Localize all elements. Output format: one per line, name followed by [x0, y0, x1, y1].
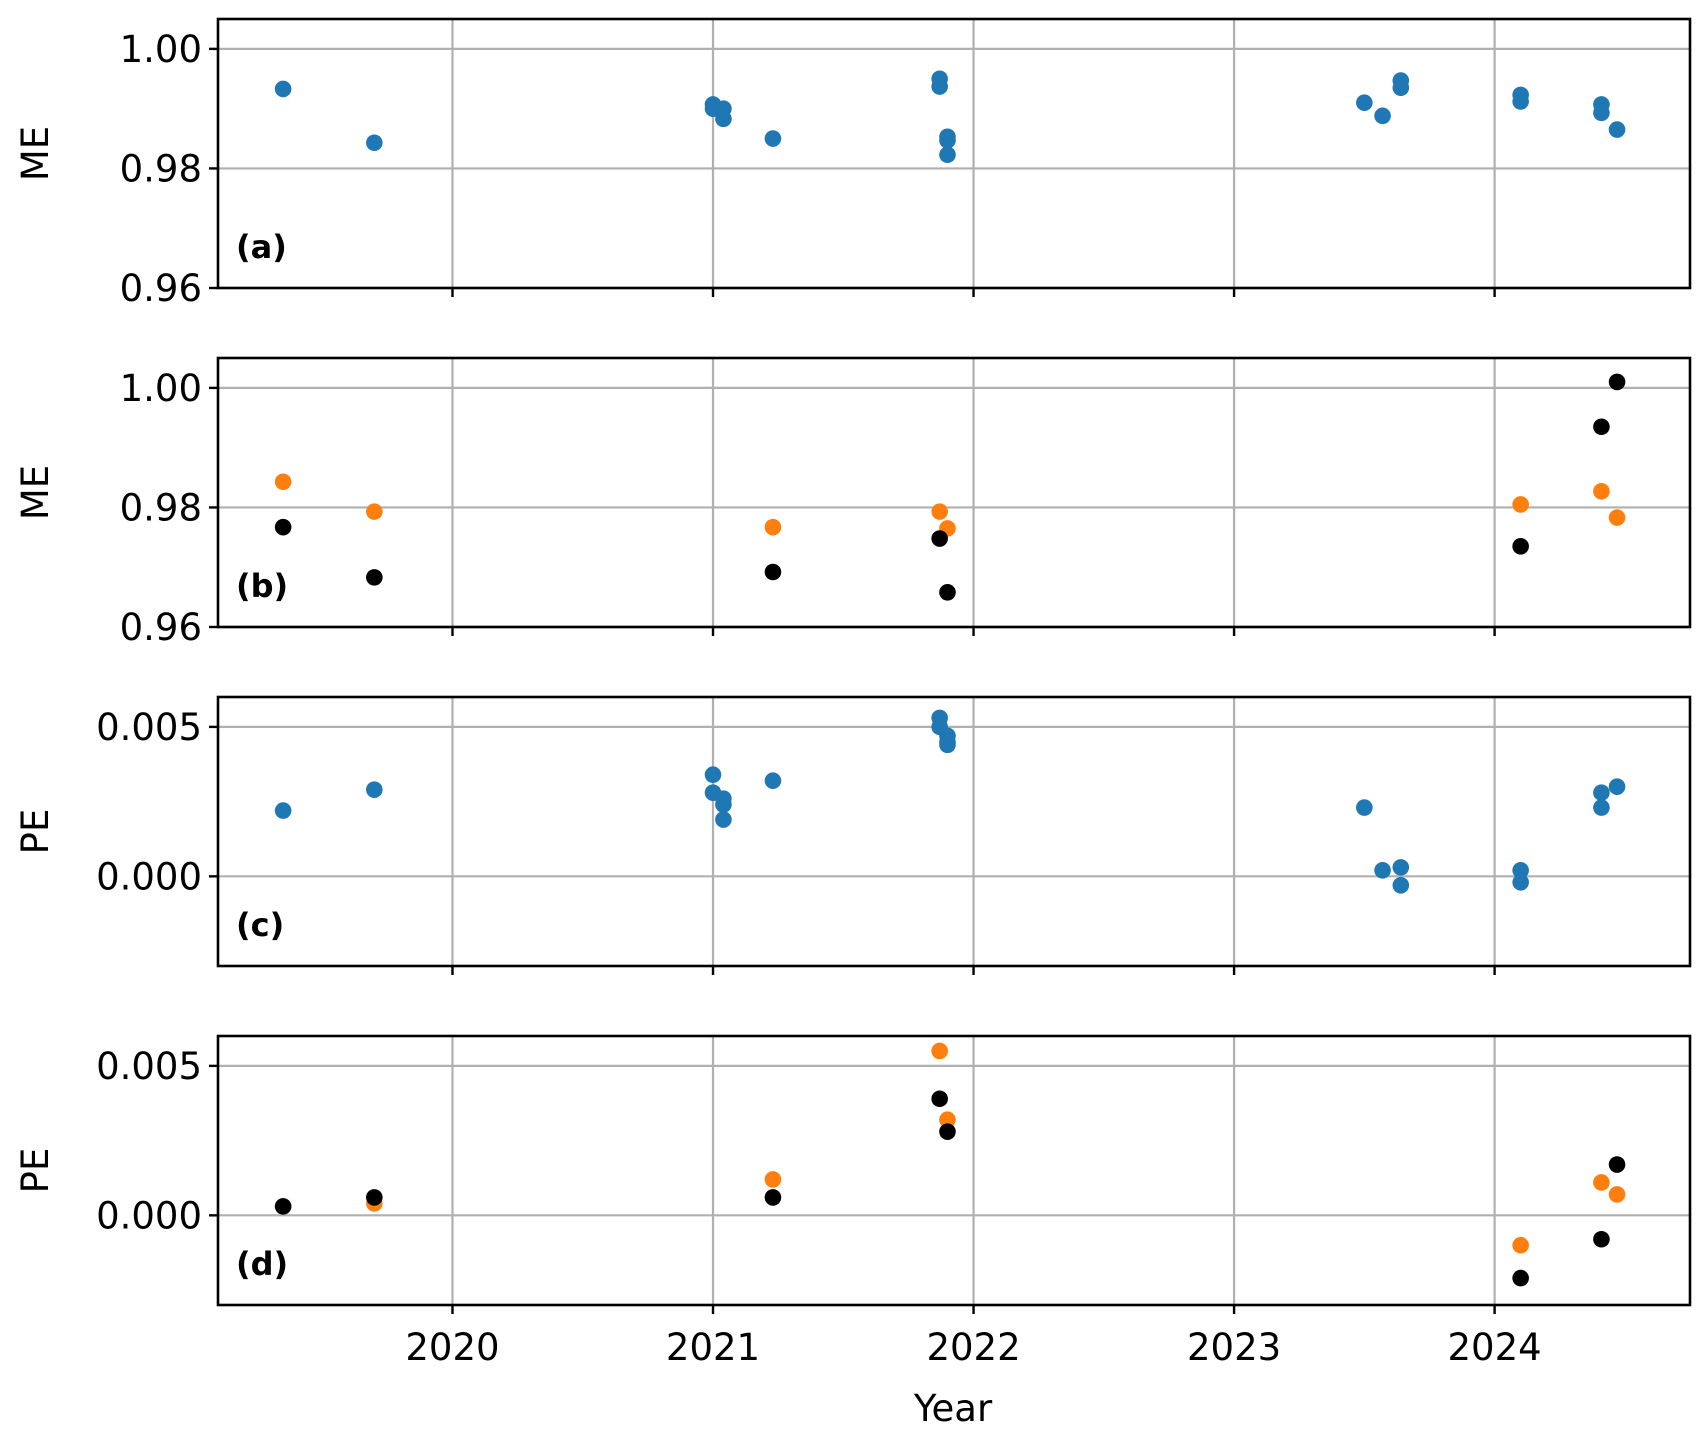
panel-3-blue-point	[764, 772, 782, 789]
panel-2-orange-point	[274, 473, 292, 491]
panel-4-orange-point	[931, 1042, 948, 1060]
panel-2-y-tick-label: 0.98	[120, 486, 202, 529]
panel-1-blue-point	[939, 146, 956, 163]
panel-2-black-point	[764, 563, 782, 581]
panel-4-black-point	[1593, 1230, 1610, 1248]
panel-3-blue-point	[1512, 862, 1529, 879]
panel-4-y-tick-label: 0.000	[96, 1194, 202, 1237]
panel-1-blue-point	[1608, 121, 1626, 138]
panel-4-orange-point	[1593, 1174, 1610, 1191]
x-axis-label: Year	[913, 1387, 993, 1430]
panel-4-orange-point	[1512, 1236, 1529, 1254]
x-tick-label: 2024	[1448, 1326, 1542, 1369]
panel-2-y-axis-label: ME	[14, 465, 57, 520]
panel-2-y-tick-label: 1.00	[120, 367, 202, 410]
panel-3-blue-point	[704, 766, 722, 784]
panel-4-label: (d)	[236, 1245, 288, 1283]
panel-4-y-axis-label: PE	[14, 1148, 57, 1194]
panel-2-frame	[216, 356, 1692, 629]
panel-2-black-point	[1593, 418, 1610, 436]
panel-1-blue-point	[1374, 107, 1391, 125]
panel-1-blue-point	[931, 78, 948, 95]
panel-4-black-point	[366, 1189, 383, 1206]
panel-3-blue-point	[366, 781, 383, 798]
panel-2-orange-point	[366, 503, 383, 520]
panel-3-blue-point	[715, 796, 732, 813]
panel-3-y-axis-label: PE	[14, 809, 57, 855]
panel-4-orange-point	[764, 1171, 782, 1188]
panel-4-orange-point	[939, 1111, 956, 1128]
panel-4-orange-point	[1608, 1186, 1626, 1203]
panel-3-blue-point	[1392, 877, 1410, 894]
panel-1-blue-point	[1593, 104, 1610, 122]
panel-3-blue-point	[1392, 859, 1410, 876]
x-tick-label: 2020	[405, 1326, 499, 1369]
panel-3-blue-point	[939, 736, 956, 754]
panel-4-black-point	[931, 1090, 948, 1108]
panel-4-black-point	[939, 1123, 956, 1140]
panel-3-blue-point	[1608, 778, 1626, 795]
panel-4-black-point	[1608, 1156, 1626, 1173]
panel-3-blue-point	[274, 802, 292, 819]
panel-1-blue-point	[1392, 79, 1410, 97]
panel-2-black-point	[274, 518, 292, 536]
panel-2-black-point	[939, 584, 956, 601]
x-tick-label: 2022	[926, 1326, 1020, 1369]
panel-4-frame	[216, 1034, 1692, 1307]
panel-3-blue-point	[715, 811, 732, 828]
panel-4-y-tick-label: 0.005	[96, 1045, 202, 1088]
panel-2-orange-point	[764, 518, 782, 536]
panel-2-y-tick-label: 0.96	[120, 606, 202, 649]
x-tick-label: 2023	[1187, 1326, 1281, 1369]
panel-2-orange-point	[931, 503, 948, 520]
panel-1-label: (a)	[236, 228, 287, 266]
panel-1-y-tick-label: 0.98	[120, 147, 202, 190]
panel-3-label: (c)	[236, 906, 284, 944]
panel-2-black-point	[366, 569, 383, 586]
panel-2-orange-point	[1512, 496, 1529, 513]
panel-1-blue-point	[1512, 93, 1529, 110]
panel-3-blue-point	[1593, 784, 1610, 801]
panel-1-y-axis-label: ME	[14, 126, 57, 181]
panel-3-blue-point	[1512, 874, 1529, 891]
x-tick-label: 2021	[666, 1326, 760, 1369]
panel-2-black-point	[1512, 538, 1529, 555]
panel-2-black-point	[1608, 373, 1626, 391]
panel-1-blue-point	[1356, 94, 1373, 111]
panel-3-frame	[216, 695, 1692, 968]
panel-1-blue-point	[939, 132, 956, 149]
panel-2-orange-point	[1593, 483, 1610, 500]
panel-3-blue-point	[1374, 862, 1391, 879]
panel-1-blue-point	[366, 134, 383, 152]
panel-4-black-point	[274, 1198, 292, 1215]
panel-4-black-point	[1512, 1269, 1529, 1287]
panel-3-y-tick-label: 0.005	[96, 706, 202, 749]
panel-1-y-tick-label: 1.00	[120, 28, 202, 71]
panel-2-label: (b)	[236, 567, 288, 605]
panel-3-blue-point	[1593, 799, 1610, 816]
panel-1-blue-point	[274, 80, 292, 98]
panel-1-blue-point	[715, 110, 732, 128]
panel-1-blue-point	[764, 130, 782, 147]
panel-2-orange-point	[1608, 509, 1626, 526]
panel-2-black-point	[931, 530, 948, 547]
panel-1-y-tick-label: 0.96	[120, 267, 202, 310]
panel-3-blue-point	[1356, 799, 1373, 816]
panel-4-black-point	[764, 1189, 782, 1206]
panel-3-y-tick-label: 0.000	[96, 855, 202, 898]
panel-1-frame	[216, 17, 1692, 290]
